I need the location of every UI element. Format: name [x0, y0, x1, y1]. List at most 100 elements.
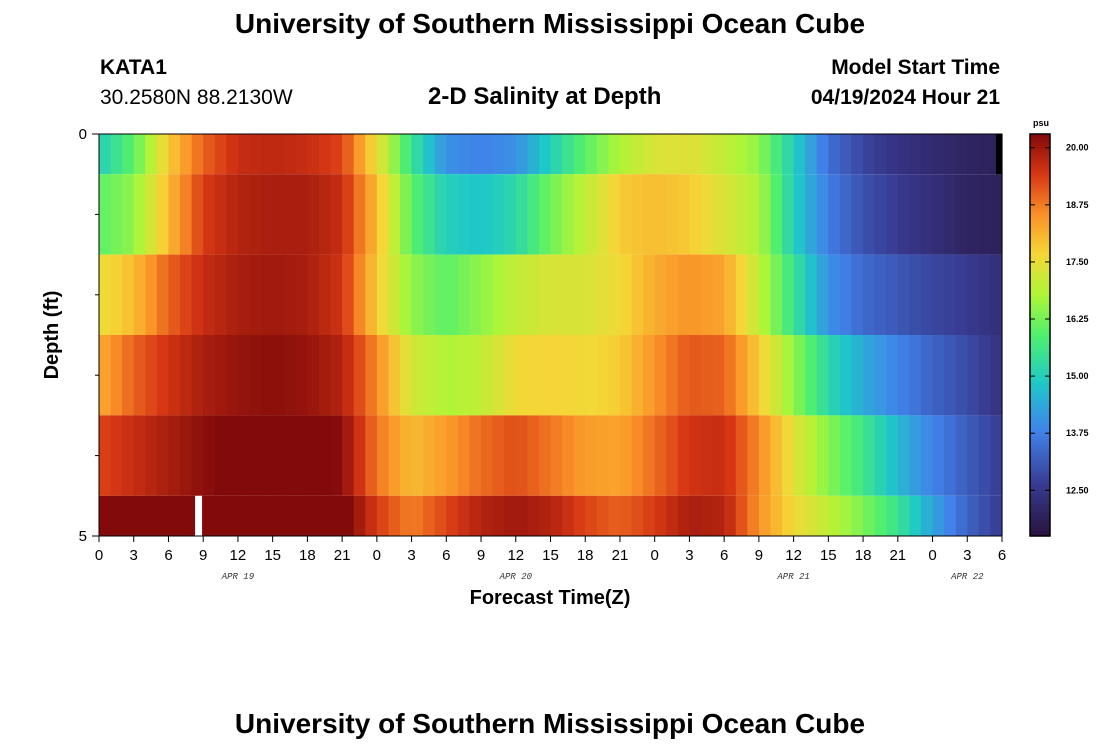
heatmap-cell	[874, 415, 887, 496]
heatmap-cell	[619, 495, 633, 536]
heatmap-cell	[897, 254, 910, 335]
heatmap-cell	[619, 174, 633, 255]
heatmap-cell	[365, 335, 378, 416]
heatmap-cell	[932, 335, 945, 416]
heatmap-cell	[226, 335, 239, 416]
chart-title: 2-D Salinity at Depth	[428, 83, 662, 110]
heatmap-cell	[226, 134, 239, 175]
heatmap-cell	[110, 254, 123, 335]
heatmap-cell	[897, 134, 910, 175]
heatmap-cell	[909, 134, 922, 175]
heatmap-cell	[816, 495, 829, 536]
heatmap-cell	[955, 174, 968, 255]
heatmap-cell	[886, 174, 899, 255]
heatmap-cell	[619, 134, 633, 175]
heatmap-cell	[839, 335, 853, 416]
x-tick-label: 9	[199, 547, 207, 564]
y-tick-label: 0	[79, 126, 87, 143]
x-axis-label: Forecast Time(Z)	[470, 587, 631, 609]
heatmap-cell	[550, 335, 563, 416]
heatmap-cell	[168, 134, 181, 175]
heatmap-cell	[376, 134, 390, 175]
heatmap-cell	[180, 335, 193, 416]
heatmap-cell	[631, 415, 644, 496]
heatmap-cell	[446, 415, 459, 496]
heatmap-cell	[886, 415, 899, 496]
missing-data-cell	[195, 495, 203, 536]
heatmap-cell	[446, 174, 459, 255]
heatmap-cell	[932, 254, 945, 335]
heatmap-cell	[272, 495, 285, 536]
heatmap-cell	[735, 254, 748, 335]
heatmap-cell	[156, 335, 170, 416]
heatmap-cell	[145, 335, 158, 416]
heatmap-cell	[145, 415, 158, 496]
heatmap-cell	[284, 174, 297, 255]
heatmap-cell	[342, 174, 355, 255]
x-tick-label: 15	[820, 547, 837, 564]
heatmap-cell	[365, 495, 378, 536]
heatmap-cell	[816, 335, 829, 416]
heatmap-cell	[782, 174, 795, 255]
heatmap-cell	[538, 335, 552, 416]
heatmap-cell	[550, 254, 563, 335]
heatmap-cell	[666, 134, 679, 175]
heatmap-cell	[457, 495, 471, 536]
heatmap-cell	[909, 254, 922, 335]
x-tick-label: 9	[477, 547, 485, 564]
heatmap-cell	[724, 254, 737, 335]
heatmap-cell	[203, 495, 216, 536]
heatmap-cell	[376, 335, 390, 416]
heatmap-cell	[978, 134, 992, 175]
heatmap-cell	[180, 174, 193, 255]
heatmap-cell	[839, 174, 853, 255]
heatmap-cell	[168, 415, 181, 496]
heatmap-cell	[249, 254, 262, 335]
heatmap-cell	[295, 495, 308, 536]
heatmap-cell	[423, 134, 436, 175]
heatmap-cell	[955, 495, 968, 536]
heatmap-cell	[920, 174, 934, 255]
heatmap-cell	[897, 174, 910, 255]
heatmap-cell	[492, 174, 505, 255]
heatmap-cell	[550, 495, 563, 536]
heatmap-cell	[423, 415, 436, 496]
heatmap-cell	[747, 335, 760, 416]
heatmap-cell	[689, 415, 702, 496]
heatmap-cell	[295, 174, 308, 255]
heatmap-cell	[272, 174, 285, 255]
heatmap-cell	[932, 495, 945, 536]
heatmap-cell	[608, 174, 621, 255]
heatmap-cell	[203, 254, 216, 335]
heatmap-cell	[133, 134, 146, 175]
heatmap-cell	[596, 134, 609, 175]
heatmap-cell	[909, 415, 922, 496]
heatmap-cell	[122, 134, 135, 175]
heatmap-cell	[261, 174, 274, 255]
heatmap-cell	[538, 254, 552, 335]
heatmap-cell	[411, 174, 424, 255]
heatmap-cell	[318, 174, 332, 255]
date-label: APR 21	[776, 572, 809, 582]
heatmap-cell	[701, 335, 714, 416]
heatmap-cell	[342, 254, 355, 335]
heatmap-cell	[527, 335, 540, 416]
heatmap-cell	[863, 495, 876, 536]
date-label: APR 22	[950, 572, 984, 582]
x-tick-label: 0	[95, 547, 103, 564]
heatmap-cell	[596, 335, 609, 416]
heatmap-cell	[654, 174, 667, 255]
heatmap-cell	[214, 495, 227, 536]
heatmap-cell	[423, 335, 436, 416]
x-tick-label: 6	[720, 547, 728, 564]
heatmap-cell	[573, 134, 586, 175]
heatmap-cell	[237, 254, 251, 335]
heatmap-cell	[457, 335, 471, 416]
heatmap-cell	[261, 134, 274, 175]
heatmap-cell	[839, 415, 853, 496]
heatmap-cell	[272, 335, 285, 416]
heatmap-cell	[944, 134, 957, 175]
heatmap-cell	[851, 495, 864, 536]
heatmap-cell	[330, 335, 343, 416]
